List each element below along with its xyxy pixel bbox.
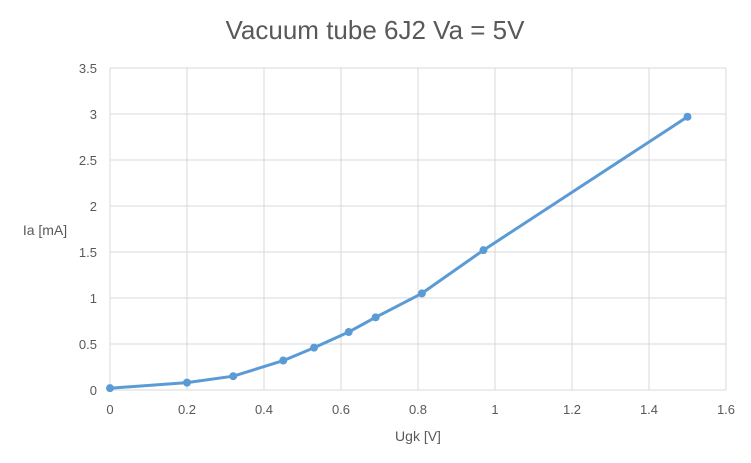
chart-title: Vacuum tube 6J2 Va = 5V [226,15,526,45]
x-tick-label: 0 [106,402,113,417]
data-point [344,328,353,337]
y-axis-label: Ia [mA] [23,222,67,238]
data-point [371,313,380,322]
data-point [683,112,692,121]
data-point [279,356,288,365]
y-tick-label: 3.5 [79,61,97,76]
data-point [229,372,238,381]
y-tick-label: 3 [90,107,97,122]
axes [109,68,726,391]
x-tick-label: 1.4 [640,402,658,417]
data-point [310,343,319,352]
x-tick-label: 1.6 [717,402,735,417]
y-tick-label: 2.5 [79,153,97,168]
x-axis-label: Ugk [V] [395,428,441,444]
data-point [417,289,426,298]
y-tick-label: 1.5 [79,245,97,260]
x-tick-label: 0.6 [332,402,350,417]
series-layer [106,112,692,393]
y-tick-label: 1 [90,291,97,306]
x-tick-label: 0.2 [178,402,196,417]
y-tick-label: 0.5 [79,337,97,352]
gridlines [110,67,727,390]
y-tick-label: 2 [90,199,97,214]
data-point [479,246,488,255]
data-point [183,378,191,387]
y-tick-label: 0 [90,383,97,398]
x-tick-label: 0.8 [409,402,427,417]
series-line [108,115,689,390]
x-tick-label: 1.2 [563,402,581,417]
data-point [106,384,114,393]
x-tick-label: 1 [491,402,498,417]
x-tick-label: 0.4 [255,402,273,417]
tick-labels: 0 0.2 0.4 0.6 0.8 1 1.2 1.4 1.6 0 0.5 1 1.5 2 2.5 3 3.5 [79,61,735,417]
